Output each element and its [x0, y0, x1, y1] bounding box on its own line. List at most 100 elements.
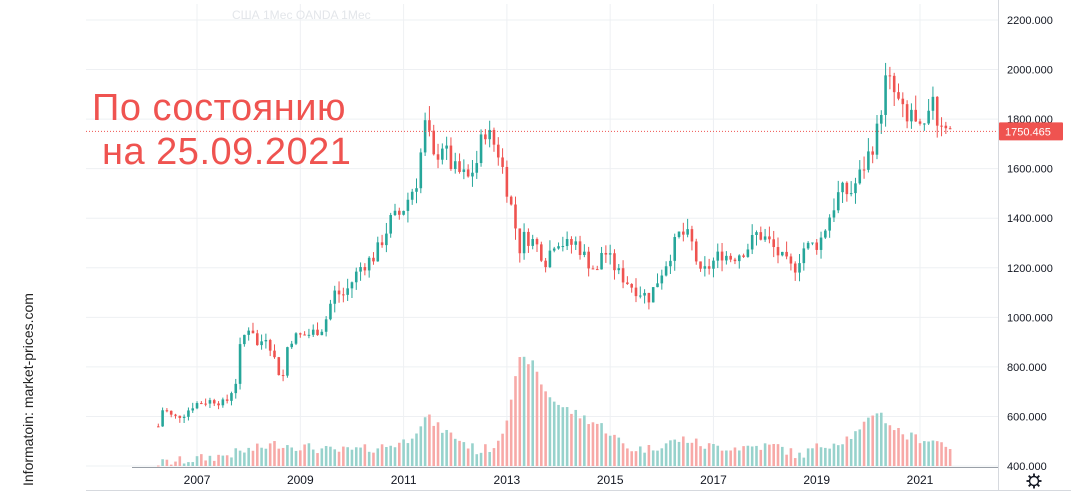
volume-bar [789, 448, 793, 466]
candle-body [290, 343, 293, 348]
candle-body [471, 172, 474, 177]
volume-bar [544, 391, 547, 466]
volume-bar [441, 432, 444, 466]
volume-bar [230, 457, 233, 466]
volume-bar [260, 447, 263, 466]
candle-body [527, 231, 530, 246]
candle-body [626, 282, 629, 285]
candle-body [944, 125, 948, 129]
candle-body [174, 414, 177, 416]
volume-bar [337, 451, 341, 466]
candle-body [776, 247, 780, 256]
candle-body [565, 239, 569, 247]
x-tick-label: 2007 [184, 473, 211, 487]
candle-body [354, 271, 358, 283]
volume-bar [518, 357, 522, 466]
volume-bar [935, 441, 939, 466]
volume-bar [535, 371, 539, 466]
candle-body [931, 96, 935, 111]
volume-bar [376, 448, 380, 466]
volume-bar [247, 447, 250, 466]
volume-bar [884, 423, 887, 466]
candle-body [264, 340, 268, 342]
volume-bar [608, 435, 612, 466]
volume-bar [273, 441, 276, 466]
candle-body [178, 415, 182, 418]
volume-bar [406, 443, 410, 466]
price-axis[interactable]: 2200.0002000.0001800.0001600.0001400.000… [1007, 15, 1053, 473]
volume-bar [781, 446, 784, 466]
candle-body [897, 92, 900, 99]
volume-bar [819, 447, 823, 466]
volume-bar [578, 418, 582, 466]
candle-body [811, 242, 814, 244]
volume-bar [914, 434, 918, 466]
candle-body [914, 109, 918, 122]
volume-bar [613, 434, 616, 466]
candle-body [376, 242, 380, 262]
y-tick-label: 2000.000 [1007, 65, 1053, 77]
candle-body [200, 403, 203, 405]
gear-icon[interactable] [1026, 473, 1042, 489]
candle-body [277, 357, 281, 376]
candle-body [600, 252, 603, 270]
y-tick-label: 1600.000 [1007, 164, 1053, 176]
candle-body [157, 426, 160, 428]
volume-bar [165, 459, 169, 466]
volume-bar [849, 438, 853, 466]
candle-body [449, 145, 453, 170]
volume-bar [350, 449, 354, 466]
volume-bar [750, 446, 754, 466]
volume-bar [458, 440, 461, 466]
volume-bar [178, 456, 182, 466]
volume-bar [712, 444, 715, 466]
volume-bar [768, 444, 771, 466]
volume-bar [286, 445, 289, 466]
volume-bar [462, 442, 466, 466]
candle-body [445, 145, 448, 149]
candle-body [410, 191, 414, 200]
last-price-value: 1750.465 [1005, 126, 1051, 138]
volume-bar [802, 457, 806, 466]
candle-body [161, 410, 164, 427]
volume-bar [875, 413, 879, 466]
candle-body [651, 287, 655, 303]
candle-body [845, 182, 849, 195]
candle-body [398, 210, 401, 215]
candle-body [329, 303, 332, 320]
volume-bar [888, 425, 892, 466]
candle-body [492, 129, 496, 145]
candle-body [518, 228, 522, 254]
volume-bar [161, 459, 164, 466]
volume-bar [940, 442, 943, 466]
y-tick-label: 400.000 [1007, 461, 1047, 473]
volume-bar [238, 450, 242, 466]
volume-bar [677, 441, 681, 466]
candle-body [191, 408, 195, 411]
volume-bar [836, 445, 840, 466]
volume-bar [466, 448, 470, 466]
candle-body [578, 241, 582, 255]
volume-bar [854, 431, 857, 466]
candle-body [901, 98, 905, 105]
time-axis[interactable]: 2007 2009 2011 2013 2015 2017 2019 2021 [184, 473, 934, 487]
volume-bar [742, 446, 745, 466]
candle-body [806, 242, 810, 249]
candle-body [699, 261, 702, 269]
volume-bar [268, 443, 272, 466]
volume-bar [699, 446, 702, 466]
candle-body [725, 255, 728, 261]
volume-bar [707, 443, 711, 466]
volume-bar [324, 445, 328, 466]
volume-bar [858, 429, 862, 466]
volume-bar [342, 446, 345, 466]
x-tick-label: 2021 [907, 473, 934, 487]
candle-body [862, 169, 866, 171]
candle-body [682, 231, 685, 235]
candle-body [948, 128, 952, 130]
candle-body [303, 334, 306, 336]
candle-body [509, 196, 513, 205]
candle-body [496, 144, 500, 158]
y-tick-label: 1200.000 [1007, 263, 1053, 275]
